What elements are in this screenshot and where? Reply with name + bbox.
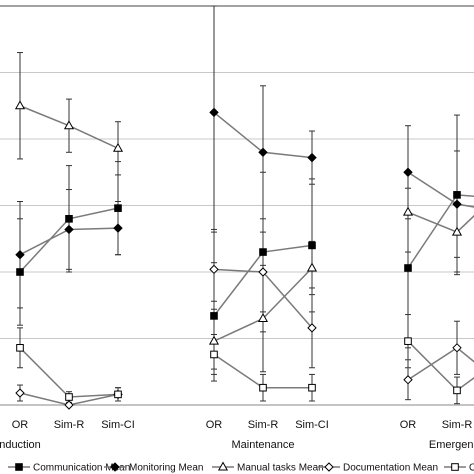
- point-manual-tasks-mean-1-2: [306, 262, 318, 272]
- point-other-1-1: [259, 383, 267, 392]
- legend-item-communication-mean: Communication Mean: [8, 463, 130, 474]
- grid-lines: [0, 72, 474, 339]
- x-tick-label: OR: [400, 419, 417, 431]
- point-documentation-mean-1-1: [258, 267, 268, 277]
- series-line-other-emergence: [407, 340, 474, 392]
- series-markers: [14, 100, 463, 410]
- point-documentation-mean-2-1: [452, 343, 462, 353]
- point-manual-tasks-mean-0-0: [14, 100, 26, 110]
- legend-marker-other: [451, 463, 459, 471]
- legend-label: O: [469, 463, 474, 474]
- point-monitoring-mean-2-0: [403, 167, 413, 177]
- point-manual-tasks-mean-2-1: [451, 226, 463, 236]
- legend-label: Monitoring Mean: [129, 463, 203, 474]
- x-tick-label: OR: [206, 419, 223, 431]
- point-documentation-mean-2-0: [403, 375, 413, 385]
- point-manual-tasks-mean-1-1: [257, 313, 269, 323]
- series-line-monitoring-mean-emergence: [407, 171, 474, 208]
- series-line-manual-tasks-mean-emergence: [407, 211, 474, 233]
- point-monitoring-mean-1-0: [209, 107, 219, 118]
- point-monitoring-mean-0-2: [113, 223, 123, 233]
- point-other-2-1: [453, 386, 461, 395]
- point-monitoring-mean-2-1: [452, 199, 462, 209]
- point-communication-mean-1-0: [210, 312, 218, 320]
- point-monitoring-mean-0-0: [15, 250, 25, 260]
- point-communication-mean-1-2: [308, 241, 316, 250]
- legend-marker-monitoring-mean: [110, 462, 120, 472]
- point-documentation-mean-0-1: [64, 400, 74, 410]
- plot-frame: [0, 5, 474, 406]
- point-communication-mean-0-0: [16, 268, 24, 276]
- legend-item-monitoring-mean: Monitoring Mean: [104, 462, 203, 474]
- legend-marker-manual-tasks-mean: [217, 461, 229, 471]
- point-manual-tasks-mean-0-1: [63, 120, 75, 130]
- point-monitoring-mean-1-1: [258, 147, 268, 158]
- legend-item-documentation-mean: Documentation Mean: [318, 462, 438, 474]
- point-documentation-mean-0-0: [15, 388, 25, 398]
- point-other-0-0: [16, 344, 24, 352]
- point-manual-tasks-mean-2-0: [402, 206, 414, 216]
- x-tick-label: Sim-CI: [295, 419, 329, 431]
- point-monitoring-mean-1-2: [307, 152, 317, 163]
- x-tick-label: OR: [12, 419, 29, 431]
- x-tick-label: Sim-R: [54, 419, 85, 431]
- point-documentation-mean-1-2: [307, 323, 317, 333]
- point-other-1-2: [308, 383, 316, 392]
- point-other-0-2: [114, 390, 122, 399]
- point-documentation-mean-1-0: [209, 264, 219, 275]
- point-communication-mean-0-2: [114, 204, 122, 212]
- legend-item-other: O: [444, 463, 474, 474]
- legend-label: Manual tasks Mean: [237, 463, 324, 474]
- series-line-documentation-mean-emergence: [407, 346, 474, 381]
- point-other-2-0: [404, 337, 412, 345]
- legend-item-manual-tasks-mean: Manual tasks Mean: [212, 461, 324, 474]
- point-other-1-0: [210, 350, 218, 359]
- group-label-emergence: Emergence: [429, 439, 474, 451]
- point-manual-tasks-mean-0-2: [112, 142, 124, 152]
- point-manual-tasks-mean-1-0: [208, 335, 220, 345]
- series-line-other-induction: [19, 347, 119, 398]
- point-monitoring-mean-0-1: [64, 224, 74, 235]
- point-communication-mean-0-1: [65, 215, 73, 223]
- point-communication-mean-1-1: [259, 248, 267, 256]
- x-tick-label: Sim-CI: [101, 419, 135, 431]
- x-tick-label: Sim-R: [248, 419, 279, 431]
- legend-label: Documentation Mean: [343, 463, 438, 474]
- group-label-maintenance: Maintenance: [232, 439, 295, 451]
- point-communication-mean-2-0: [404, 264, 412, 272]
- legend-label: Communication Mean: [33, 463, 130, 474]
- group-labels: nduction Maintenance Emergence: [0, 439, 474, 451]
- point-other-0-1: [65, 393, 73, 401]
- point-communication-mean-2-1: [453, 191, 461, 199]
- legend-marker-communication-mean: [15, 463, 23, 471]
- x-tick-label: Sim-R: [442, 419, 473, 431]
- error-bar-monitoring-mean-1-0: [211, 5, 217, 233]
- legend-marker-documentation-mean: [324, 462, 334, 472]
- group-label-induction: nduction: [0, 439, 41, 451]
